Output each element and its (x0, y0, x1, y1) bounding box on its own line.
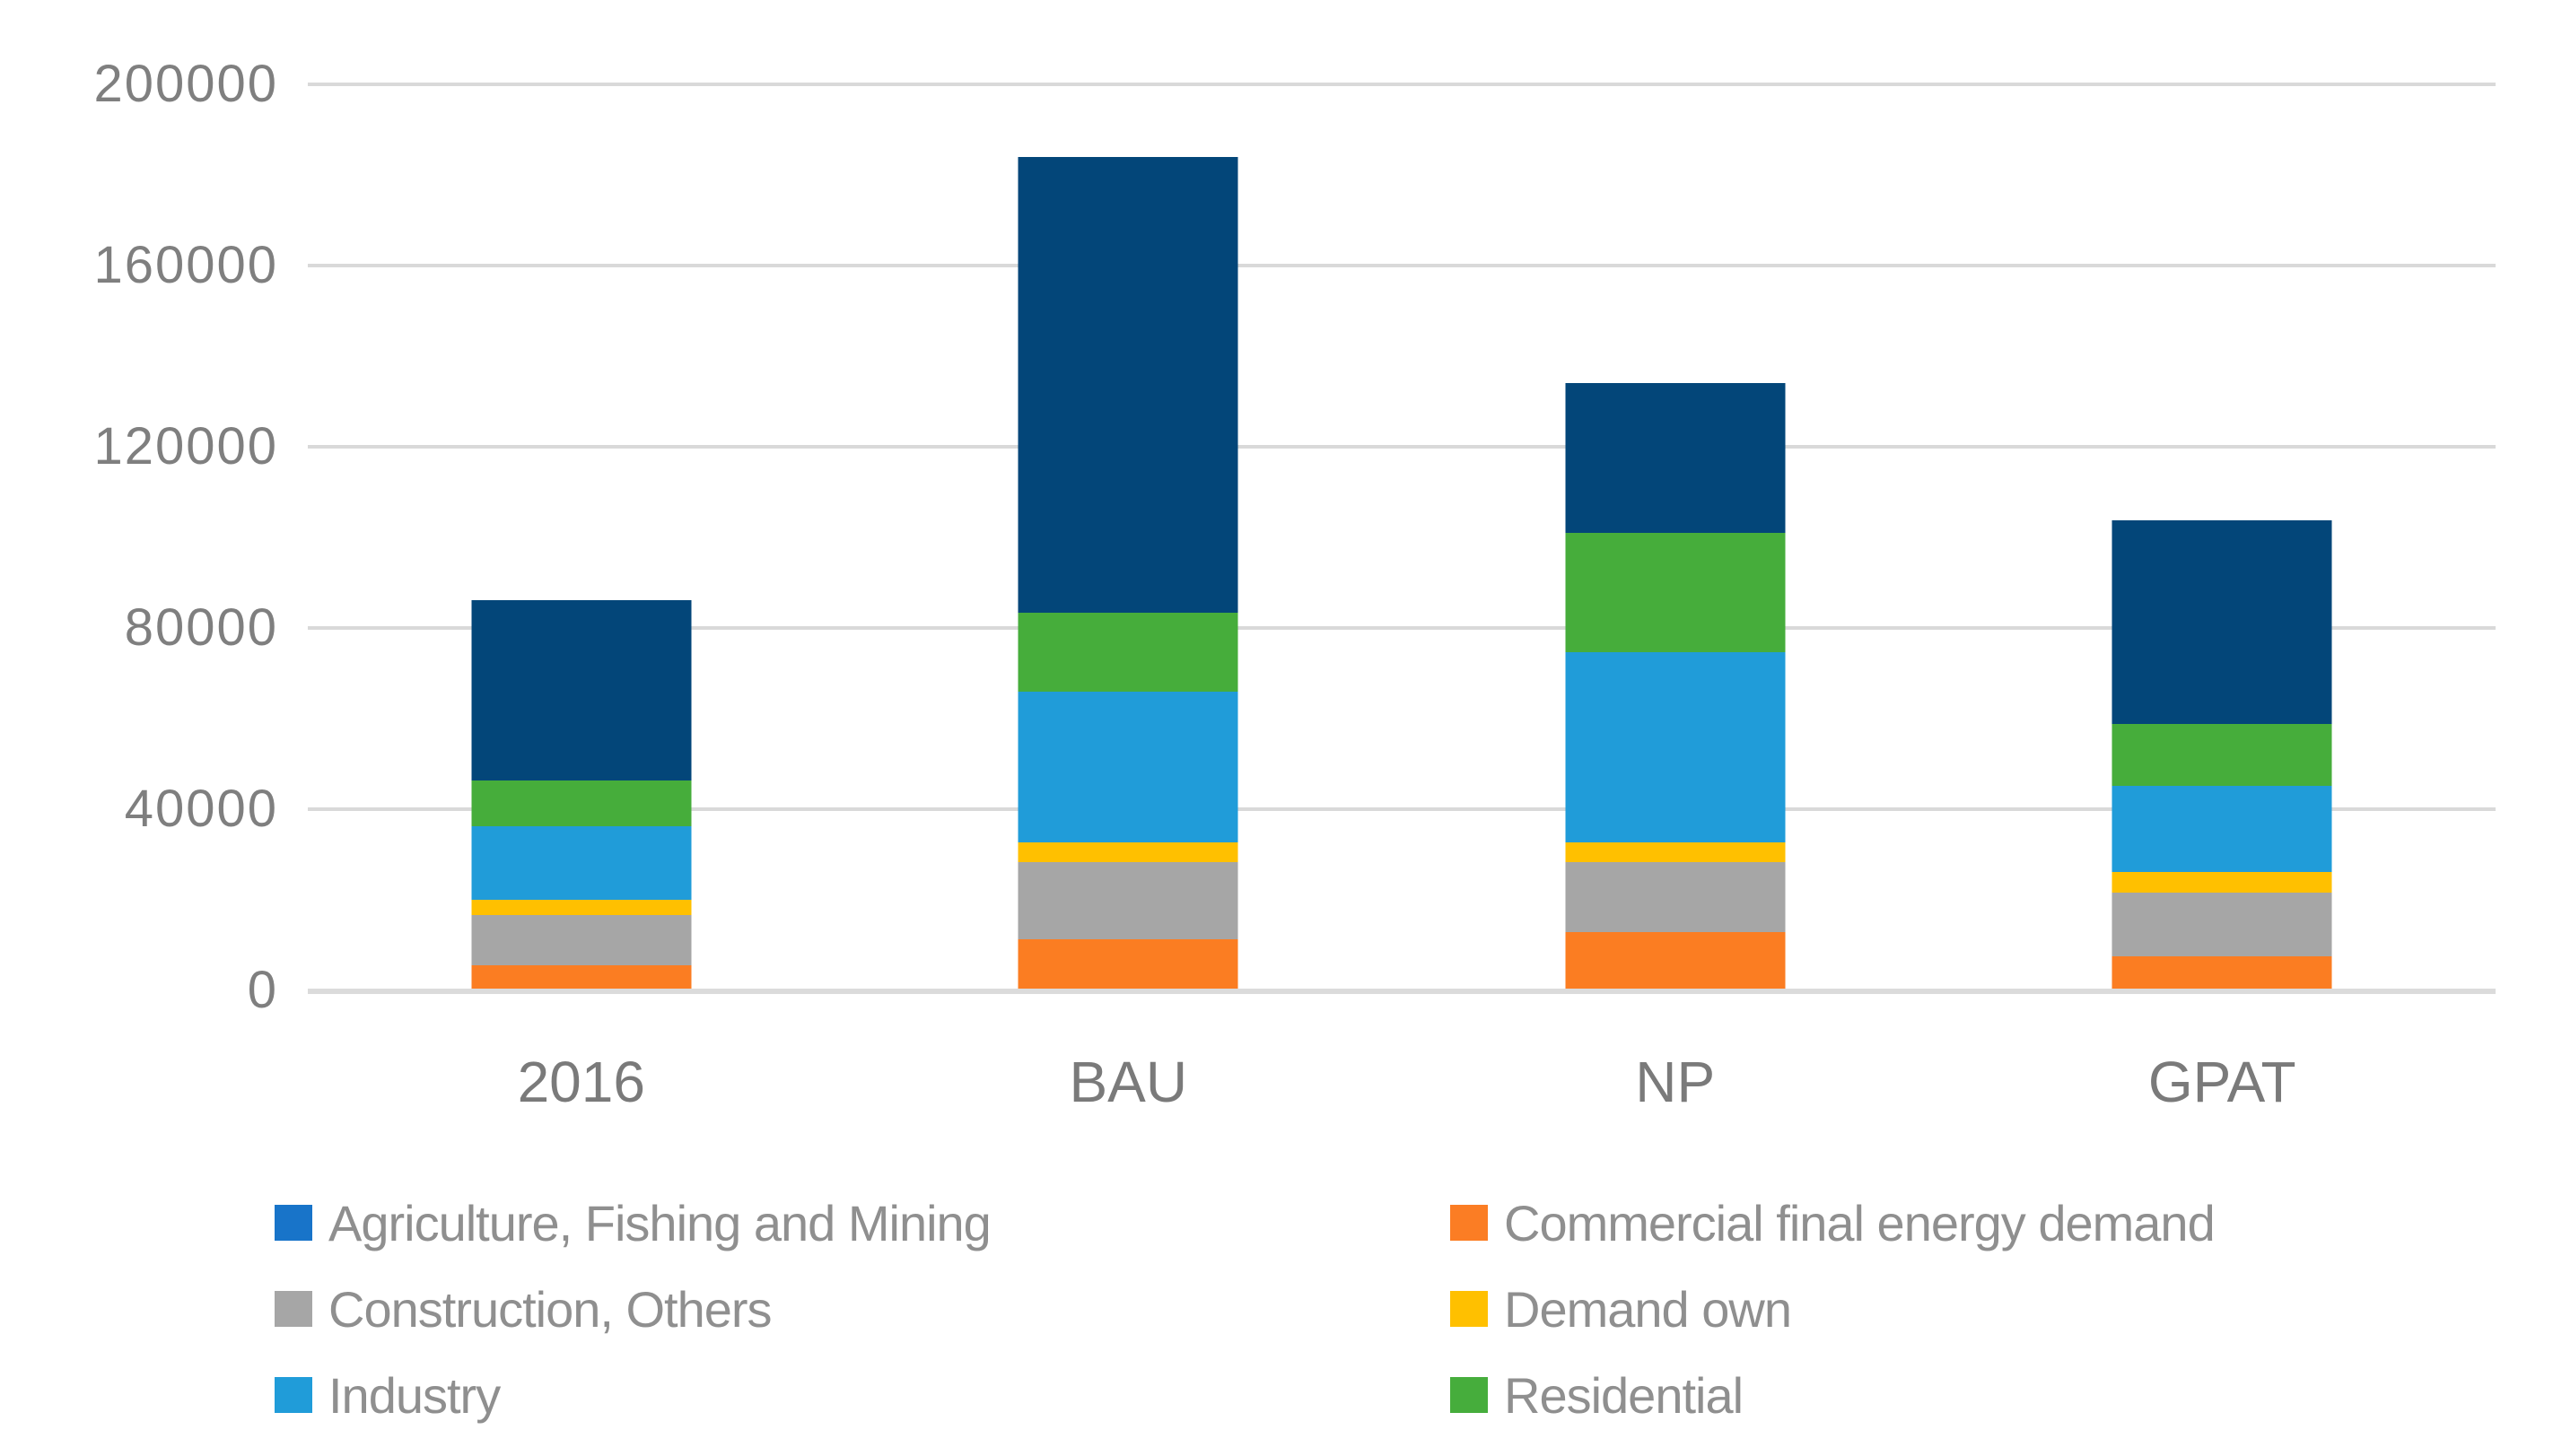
bar-segment (471, 899, 692, 915)
bar-2016 (471, 600, 692, 990)
bar-segment (2111, 956, 2332, 990)
legend-item: Agriculture, Fishing and Mining (275, 1180, 992, 1266)
legend-swatch (275, 1291, 312, 1327)
legend-swatch (1450, 1205, 1488, 1241)
bar-GPAT (2111, 519, 2332, 990)
legend-label: Commercial final energy demand (1504, 1194, 2216, 1251)
y-tick-label: 120000 (93, 417, 278, 475)
bar-slot-GPAT (1949, 84, 2496, 990)
bar-segment (2111, 872, 2332, 893)
bar-segment (471, 914, 692, 966)
y-tick-label: 80000 (124, 598, 278, 657)
gridline (308, 83, 2496, 86)
bar-segment (2111, 519, 2332, 725)
legend-label: Construction, Others (328, 1280, 773, 1338)
bar-segment (471, 965, 692, 990)
bar-slot-2016 (308, 84, 855, 990)
bar-segment (1565, 841, 1786, 863)
bar-segment (1018, 861, 1238, 940)
legend-column-left: Agriculture, Fishing and Mining Construct… (275, 1180, 992, 1438)
bar-NP (1565, 383, 1786, 990)
y-tick-label: 160000 (93, 236, 278, 294)
bar-segment (2111, 724, 2332, 786)
gridline (308, 264, 2496, 267)
bar-segment (471, 780, 692, 827)
bar-segment (1018, 939, 1238, 990)
bars-layer (308, 84, 2496, 990)
bar-segment (1565, 383, 1786, 533)
y-tick-label: 200000 (93, 55, 278, 113)
legend-swatch (1450, 1377, 1488, 1413)
bar-segment (471, 600, 692, 781)
legend-label: Agriculture, Fishing and Mining (328, 1194, 992, 1251)
bar-segment (1018, 841, 1238, 862)
legend-item: Demand own (1450, 1266, 2215, 1352)
bar-segment (1565, 651, 1786, 842)
legend-item: Residential (1450, 1352, 2215, 1438)
x-tick-label-GPAT: GPAT (2147, 1050, 2296, 1114)
x-axis-line (308, 989, 2496, 994)
x-axis: 2016 BAU NP GPAT (308, 1039, 2496, 1125)
legend-label: Residential (1504, 1366, 1744, 1424)
legend-swatch (275, 1377, 312, 1413)
bar-segment (1018, 157, 1238, 613)
x-tick-label-2016: 2016 (517, 1050, 645, 1114)
bar-segment (1018, 691, 1238, 842)
bar-segment (2111, 785, 2332, 873)
bar-segment (471, 826, 692, 900)
bar-segment (2111, 892, 2332, 957)
legend-swatch (275, 1205, 312, 1241)
gridline (308, 445, 2496, 449)
legend-label: Industry (328, 1366, 501, 1424)
bar-segment (1018, 612, 1238, 692)
y-tick-label: 0 (247, 961, 278, 1019)
x-tick-label-NP: NP (1635, 1050, 1716, 1114)
legend-column-right: Commercial final energy demand Demand own… (1450, 1180, 2216, 1438)
y-tick-label: 40000 (124, 780, 278, 838)
bar-segment (1565, 862, 1786, 932)
legend-label: Demand own (1504, 1280, 1792, 1338)
legend-swatch (1450, 1291, 1488, 1327)
legend-item: Commercial final energy demand (1450, 1180, 2216, 1266)
plot-area (308, 83, 2496, 994)
bar-slot-NP (1402, 84, 1949, 990)
gridline (308, 626, 2496, 630)
legend-item: Industry (275, 1352, 991, 1438)
bar-segment (1565, 532, 1786, 652)
bar-slot-BAU (855, 84, 1403, 990)
x-tick-label-BAU: BAU (1069, 1050, 1188, 1114)
bar-segment (1565, 931, 1786, 990)
bar-BAU (1018, 157, 1238, 990)
legend-item: Construction, Others (275, 1266, 991, 1352)
gridline (308, 807, 2496, 811)
